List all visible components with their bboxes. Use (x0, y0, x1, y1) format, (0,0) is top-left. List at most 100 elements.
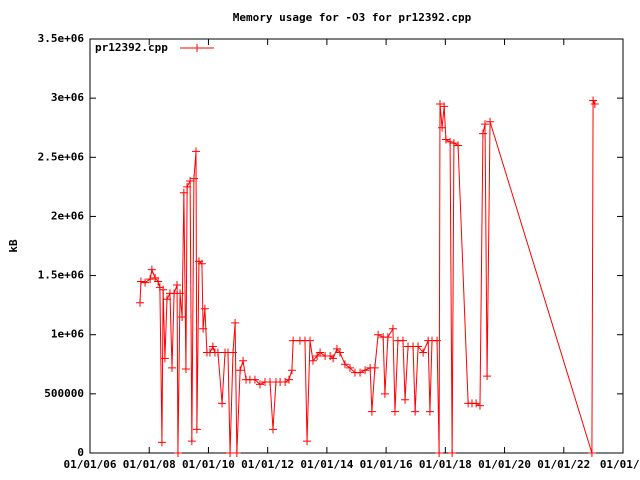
data-point (436, 100, 445, 109)
data-point (136, 277, 145, 286)
data-point (236, 366, 245, 375)
data-point (486, 117, 495, 126)
data-point (162, 295, 171, 304)
data-point (587, 449, 596, 457)
data-point (181, 365, 190, 374)
y-tick-label: 1.5e+06 (38, 269, 85, 282)
data-point (289, 336, 298, 345)
y-tick-label: 3e+06 (51, 91, 84, 104)
data-point (255, 380, 264, 389)
data-point (231, 318, 240, 327)
plot-border (89, 38, 624, 454)
data-point (197, 259, 206, 268)
data-point (183, 182, 192, 191)
data-point (438, 123, 447, 132)
data-point (192, 147, 201, 156)
data-point (356, 368, 365, 377)
data-point (388, 324, 397, 333)
data-point (157, 438, 166, 447)
y-tick-label: 1e+06 (51, 328, 84, 341)
data-point (446, 137, 455, 146)
data-point (425, 407, 434, 416)
data-point (589, 96, 598, 105)
data-point (250, 375, 259, 384)
data-point (401, 395, 410, 404)
data-point (187, 437, 196, 446)
data-point (218, 399, 227, 408)
data-point (475, 401, 484, 410)
data-point (449, 139, 458, 148)
data-point (146, 275, 155, 284)
data-point (268, 425, 277, 434)
data-point (287, 366, 296, 375)
data-point (141, 278, 150, 287)
y-tick-label: 0 (77, 446, 84, 459)
data-point (478, 129, 487, 138)
data-point (419, 348, 428, 357)
x-tick-label: 01/01/18 (419, 458, 472, 471)
data-point (441, 135, 450, 144)
data-point (367, 407, 376, 416)
data-point (229, 348, 238, 357)
data-point (380, 389, 389, 398)
x-tick-label: 01/01/10 (182, 458, 235, 471)
data-point (361, 366, 370, 375)
data-point (160, 354, 169, 363)
data-point (159, 285, 168, 294)
y-axis-label: kB (7, 239, 20, 253)
data-point (374, 330, 383, 339)
data-point (440, 102, 449, 111)
data-point (448, 449, 457, 457)
data-point (435, 449, 444, 457)
data-point (411, 407, 420, 416)
data-point (414, 342, 423, 351)
x-tick-label: 01/01/16 (360, 458, 413, 471)
data-point (199, 324, 208, 333)
data-point (213, 348, 222, 357)
data-point (173, 449, 182, 457)
data-point (398, 336, 407, 345)
data-point (179, 188, 188, 197)
y-tick-label: 2e+06 (51, 209, 84, 222)
x-tick-label: 01/01/14 (300, 458, 353, 471)
data-point (284, 375, 293, 384)
legend-marker (193, 44, 201, 52)
data-point (370, 363, 379, 372)
data-point (239, 356, 248, 365)
data-point (481, 120, 490, 129)
data-point (192, 425, 201, 434)
data-point (178, 312, 187, 321)
data-point (173, 281, 182, 290)
x-tick-label: 01/01/08 (123, 458, 176, 471)
data-point (335, 348, 344, 357)
data-point (345, 363, 354, 372)
data-point (208, 342, 217, 351)
x-tick-label: 01/01/12 (241, 458, 294, 471)
data-point (590, 100, 599, 109)
data-point (390, 407, 399, 416)
data-point (168, 363, 177, 372)
y-tick-label: 500000 (44, 387, 84, 400)
data-point (433, 336, 442, 345)
data-point (454, 141, 463, 150)
data-point (483, 372, 492, 381)
x-tick-label: 01/01/06 (64, 458, 117, 471)
data-point (147, 265, 156, 274)
x-tick-label: 01/01/20 (478, 458, 531, 471)
data-point (176, 289, 185, 298)
data-point (136, 298, 145, 307)
y-tick-label: 3.5e+06 (38, 32, 85, 45)
data-point (340, 360, 349, 369)
data-point (308, 356, 317, 365)
y-tick-label: 2.5e+06 (38, 150, 85, 163)
legend-label: pr12392.cpp (95, 41, 168, 54)
data-point (329, 354, 338, 363)
data-point (189, 174, 198, 183)
data-point (154, 277, 163, 286)
data-point (383, 333, 392, 342)
data-point (306, 336, 315, 345)
data-point (232, 449, 241, 457)
data-point (200, 304, 209, 313)
